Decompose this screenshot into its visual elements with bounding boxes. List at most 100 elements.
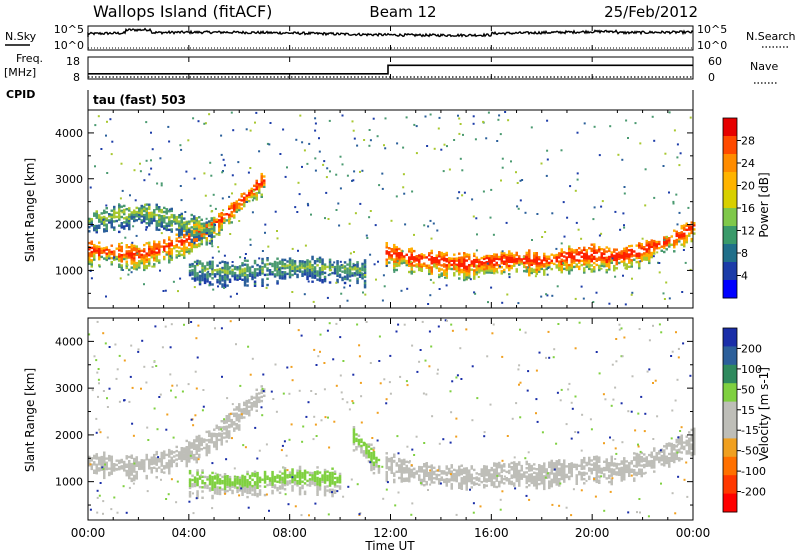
heatmap-cell: [478, 479, 481, 482]
heatmap-cell: [570, 248, 573, 251]
heatmap-cell: [188, 486, 192, 490]
heatmap-cell: [468, 477, 471, 481]
heatmap-cell: [440, 264, 443, 267]
scatter-cell: [161, 346, 164, 349]
heatmap-cell: [675, 240, 678, 244]
scatter-cell: [144, 203, 147, 206]
heatmap-cell: [245, 399, 248, 403]
heatmap-cell: [163, 465, 166, 468]
heatmap-cell: [458, 273, 461, 276]
scatter-cell: [340, 264, 343, 266]
scatter-cell: [627, 137, 629, 139]
heatmap-cell: [183, 455, 186, 459]
heatmap-cell: [258, 480, 262, 484]
heatmap-cell: [98, 245, 101, 248]
heatmap-cell: [211, 271, 214, 274]
heatmap-cell: [311, 276, 314, 279]
heatmap-cell: [385, 479, 388, 482]
heatmap-cell: [458, 474, 461, 477]
heatmap-cell: [110, 261, 113, 264]
heatmap-cell: [465, 469, 468, 472]
heatmap-cell: [353, 274, 357, 277]
heatmap-cell: [515, 465, 518, 468]
heatmap-cell: [408, 270, 411, 274]
heatmap-cell: [130, 252, 133, 255]
heatmap-cell: [365, 449, 368, 453]
heatmap-cell: [603, 466, 606, 470]
heatmap-cell: [635, 473, 638, 477]
scatter-cell: [410, 261, 413, 264]
heatmap-cell: [450, 470, 453, 473]
heatmap-cell: [600, 471, 603, 475]
heatmap-cell: [238, 409, 241, 412]
scatter-cell: [333, 420, 336, 423]
heatmap-cell: [640, 470, 643, 474]
heatmap-cell: [203, 273, 207, 276]
heatmap-cell: [218, 223, 221, 226]
heatmap-cell: [318, 267, 322, 270]
heatmap-cell: [508, 469, 511, 473]
scatter-cell: [594, 495, 597, 498]
heatmap-cell: [233, 477, 237, 481]
heatmap-cell: [690, 443, 693, 446]
heatmap-cell: [341, 276, 344, 280]
heatmap-cell: [565, 264, 568, 267]
heatmap-cell: [357, 438, 361, 442]
scatter-cell: [192, 117, 195, 120]
heatmap-cell: [143, 260, 146, 263]
heatmap-cell: [377, 467, 381, 470]
heatmap-cell: [90, 250, 93, 254]
heatmap-cell: [593, 245, 596, 248]
heatmap-cell: [253, 197, 256, 200]
heatmap-cell: [196, 492, 199, 495]
heatmap-cell: [128, 209, 131, 212]
heatmap-cell: [216, 479, 219, 483]
heatmap-cell: [158, 242, 161, 246]
scatter-cell: [318, 150, 321, 153]
heatmap-cell: [558, 268, 561, 272]
heatmap-cell: [603, 248, 606, 251]
heatmap-cell: [105, 211, 108, 214]
heatmap-cell: [548, 261, 551, 265]
scatter-cell: [676, 223, 679, 226]
heatmap-cell: [488, 477, 491, 480]
heatmap-cell: [508, 252, 511, 255]
heatmap-cell: [685, 228, 688, 231]
heatmap-cell: [535, 264, 538, 267]
heatmap-cell: [138, 217, 141, 221]
heatmap-cell: [358, 271, 362, 274]
heatmap-cell: [190, 238, 193, 241]
scatter-cell: [675, 331, 677, 334]
heatmap-cell: [668, 461, 671, 464]
heatmap-cell: [206, 484, 209, 487]
scatter-cell: [104, 342, 107, 345]
heatmap-cell: [463, 252, 466, 255]
heatmap-cell: [208, 478, 212, 482]
heatmap-cell: [625, 253, 628, 256]
scatter-cell: [160, 182, 163, 185]
heatmap-cell: [168, 459, 171, 462]
heatmap-cell: [178, 252, 181, 255]
heatmap-cell: [568, 475, 571, 478]
heatmap-cell: [301, 474, 304, 477]
heatmap-cell: [458, 277, 461, 280]
heatmap-cell: [215, 439, 218, 442]
heatmap-cell: [560, 252, 563, 255]
scatter-cell: [489, 216, 492, 219]
heatmap-cell: [688, 439, 691, 442]
heatmap-cell: [268, 481, 272, 484]
heatmap-cell: [306, 275, 309, 279]
heatmap-cell: [483, 469, 486, 472]
heatmap-cell: [140, 208, 143, 212]
heatmap-cell: [408, 475, 411, 479]
heatmap-cell: [128, 219, 131, 222]
heatmap-cell: [175, 237, 178, 240]
heatmap-cell: [316, 274, 319, 277]
heatmap-cell: [463, 278, 466, 282]
heatmap-cell: [533, 467, 536, 470]
heatmap-cell: [230, 418, 233, 422]
heatmap-cell: [555, 260, 558, 263]
heatmap-cell: [598, 268, 601, 272]
freq-unit: [MHz]: [4, 66, 36, 79]
heatmap-cell: [120, 458, 123, 462]
